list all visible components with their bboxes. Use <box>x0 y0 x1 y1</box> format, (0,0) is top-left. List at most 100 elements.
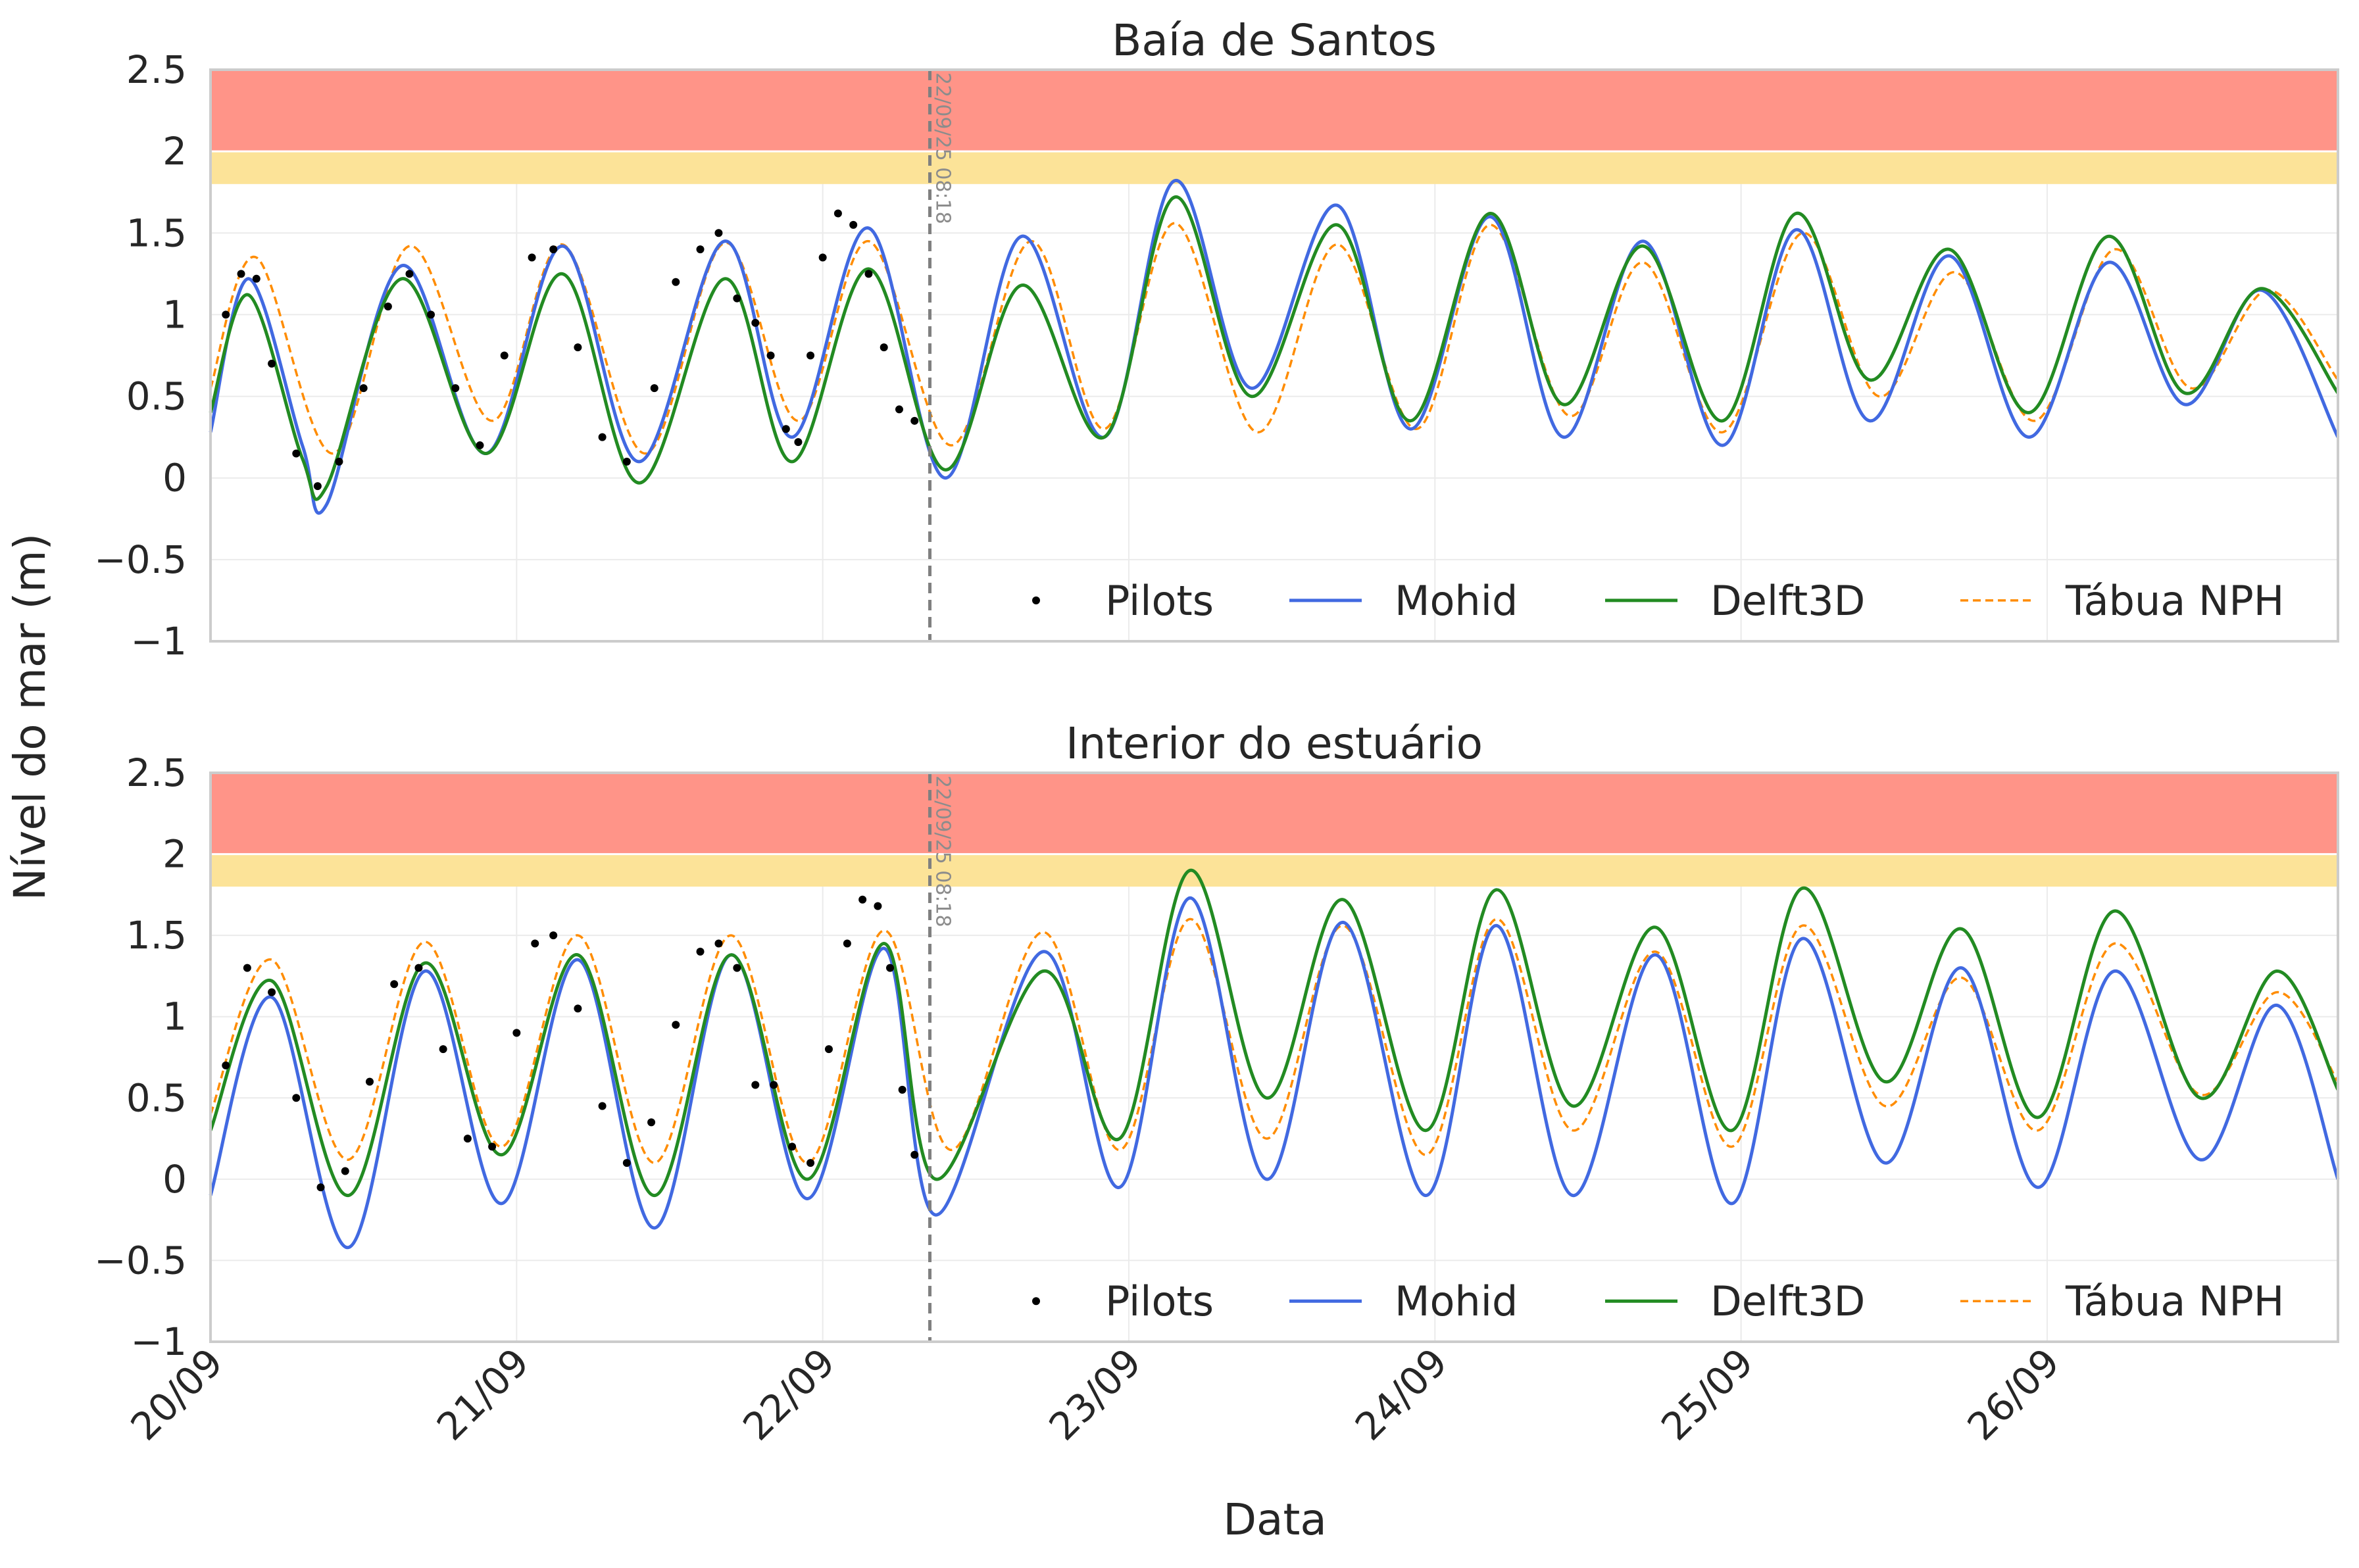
pilots-point <box>313 482 322 491</box>
pilots-point <box>895 405 903 414</box>
pilots-point <box>549 931 558 940</box>
x-tick-label: 25/09 <box>1652 1340 1762 1449</box>
pilots-point <box>864 270 873 278</box>
legend-label: Mohid <box>1395 1277 1518 1325</box>
pilots-point <box>898 1085 906 1094</box>
y-tick-label: 1 <box>162 994 187 1039</box>
y-tick-label: 0 <box>162 1157 187 1202</box>
pilots-point <box>365 1077 374 1086</box>
pilots-point <box>858 895 867 904</box>
pilots-point <box>268 359 276 368</box>
plot-frame <box>209 68 2339 643</box>
pilots-point <box>880 343 888 352</box>
alert-band-yellow <box>211 854 2338 887</box>
pilots-point <box>574 343 582 352</box>
panel-title: Interior do estuário <box>1066 718 1483 769</box>
pilots-point <box>714 229 723 237</box>
pilots-point <box>405 270 414 278</box>
pilots-point <box>782 425 790 433</box>
pilots-point <box>843 939 851 948</box>
y-tick-label: 0.5 <box>126 374 187 419</box>
pilots-point <box>488 1142 497 1151</box>
pilots-point <box>335 457 343 466</box>
pilots-point <box>794 438 803 447</box>
pilots-point <box>807 1159 815 1167</box>
panel-baia-de-santos: 22/09/25 08:18 Baía de Santos −1 −0.5 0 0.5 1 1… <box>94 15 2340 664</box>
pilots-point <box>886 964 895 972</box>
pilots-point <box>268 988 276 996</box>
x-tick-labels: 20/09 21/09 22/09 23/09 24/09 25/09 26/09 <box>122 1340 2068 1449</box>
y-tick-label: 1.5 <box>126 913 187 958</box>
pilots-point <box>414 964 423 972</box>
series-line-delft3d <box>209 195 2340 501</box>
pilots-point <box>818 253 827 262</box>
y-tick-label: −1 <box>131 619 187 664</box>
y-tick-label: 1 <box>162 292 187 337</box>
legend-item-tabua: Tábua NPH <box>1960 1277 2284 1325</box>
pilots-point <box>439 1045 447 1054</box>
pilots-point <box>598 433 607 441</box>
series-line-delft3d <box>209 868 2340 1198</box>
pilots-point <box>770 1081 778 1089</box>
x-tick-label: 22/09 <box>734 1340 843 1449</box>
pilots-point <box>622 457 631 466</box>
alert-band-yellow <box>211 151 2338 184</box>
y-axis-label: Nível do mar (m) <box>5 533 55 901</box>
pilots-point <box>512 1029 521 1037</box>
pilots-point <box>733 294 741 303</box>
pilots-point <box>531 939 539 948</box>
pilots-point <box>751 318 760 327</box>
pilots-point <box>574 1004 582 1013</box>
pilots-point <box>696 947 705 956</box>
forecast-start-label: 22/09/25 08:18 <box>931 775 955 927</box>
legend-item-mohid: Mohid <box>1289 1277 1518 1325</box>
forecast-start-label: 22/09/25 08:18 <box>931 72 955 224</box>
y-tick-label: −0.5 <box>94 1238 187 1283</box>
legend-label: Delft3D <box>1710 577 1865 625</box>
pilots-point <box>874 902 882 910</box>
pilots-point <box>222 310 230 319</box>
pilots-point <box>292 1094 301 1102</box>
pilots-point <box>647 1118 656 1127</box>
pilots-point <box>622 1159 631 1167</box>
pilots-point <box>766 351 775 360</box>
panel-title: Baía de Santos <box>1112 15 1437 66</box>
legend-item-pilots: Pilots <box>1032 577 1214 625</box>
pilots-point <box>292 449 301 458</box>
pilots-point <box>650 384 658 393</box>
pilots-point <box>672 1021 680 1029</box>
y-tick-label: 2 <box>162 832 187 877</box>
y-tick-label: −1 <box>131 1319 187 1364</box>
panel-interior-do-estuario: 22/09/25 08:18 Interior do estuário −1 −0.5… <box>94 718 2340 1364</box>
series-line-tabua <box>209 918 2339 1164</box>
legend-item-pilots: Pilots <box>1032 1277 1214 1325</box>
pilots-point <box>733 964 741 972</box>
series-line-tabua <box>209 222 2339 455</box>
legend-item-delft3d: Delft3D <box>1605 577 1865 625</box>
pilots-point <box>252 274 261 283</box>
pilots-point <box>390 980 399 989</box>
pilots-point <box>672 278 680 286</box>
legend-label: Pilots <box>1105 577 1214 625</box>
legend-label: Mohid <box>1395 577 1518 625</box>
pilots-point <box>788 1142 797 1151</box>
y-tick-label: 1.5 <box>126 210 187 255</box>
pilots-point <box>476 441 484 450</box>
x-tick-label: 21/09 <box>428 1340 537 1449</box>
x-axis-label: Data <box>1223 1494 1327 1545</box>
legend-label: Delft3D <box>1710 1277 1865 1325</box>
pilots-point <box>427 310 435 319</box>
pilots-point <box>696 245 705 254</box>
x-tick-label: 23/09 <box>1041 1340 1150 1449</box>
legend-item-delft3d: Delft3D <box>1605 1277 1865 1325</box>
legend-item-tabua: Tábua NPH <box>1960 577 2284 625</box>
pilots-point <box>807 351 815 360</box>
series-line-mohid <box>209 896 2340 1250</box>
legend-item-mohid: Mohid <box>1289 577 1518 625</box>
alert-band-red <box>211 70 2338 152</box>
pilots-point <box>910 1150 919 1159</box>
pilots-point <box>384 303 392 311</box>
y-tick-label: 0 <box>162 456 187 501</box>
pilots-point <box>463 1135 472 1143</box>
